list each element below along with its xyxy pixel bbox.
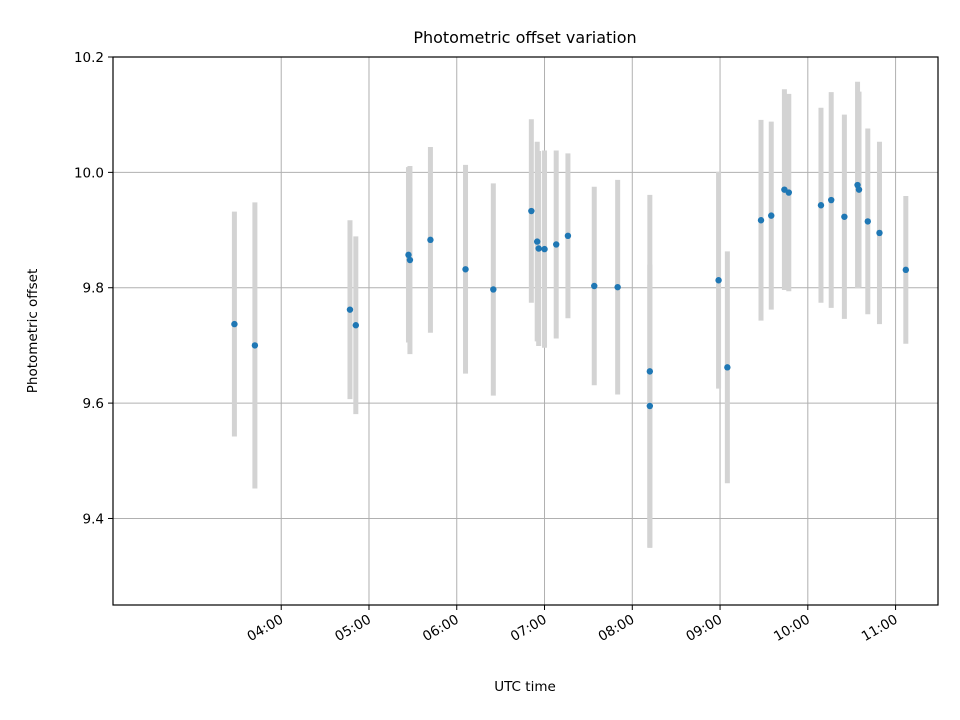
y-tick-label: 10.0 [74,165,104,181]
data-point [817,202,825,209]
chart-title: Photometric offset variation [413,28,636,47]
data-point [841,213,848,220]
x-tick-label: 06:00 [420,612,462,645]
y-tick-label: 9.4 [83,511,104,527]
axis-ticks: 04:00 05:00 06:00 07:00 08:00 09:00 10:00 11:00… [74,50,901,645]
x-tick-label: 08:00 [596,612,638,645]
data-point [785,189,792,196]
data-point [462,266,469,273]
data-point [553,241,560,248]
data-point [646,402,654,410]
x-tick-label: 07:00 [508,612,550,645]
data-point [715,277,722,284]
data-point [724,364,731,371]
data-point [855,186,863,193]
data-point [541,245,548,253]
data-point [352,322,360,329]
data-point [646,368,654,375]
data-point [535,245,542,252]
data-point [768,212,775,219]
data-point [614,283,621,291]
plot-frame [112,56,939,606]
x-tick-label: 09:00 [683,612,725,645]
data-point [864,218,871,225]
data-point [490,286,497,293]
data-point [251,342,259,349]
data-point [528,207,535,215]
x-tick-label: 05:00 [332,612,374,645]
data-point [902,266,910,274]
y-tick-label: 9.6 [83,396,104,412]
x-axis-label: UTC time [494,679,556,695]
data-point [427,236,434,244]
data-point [534,238,541,245]
error-bars [231,81,909,548]
x-tick-label: 11:00 [859,612,901,645]
data-point [346,306,354,313]
x-tick-label: 04:00 [245,612,287,645]
data-point [564,232,572,240]
data-point [231,320,238,328]
data-point [828,196,835,204]
data-points [231,181,910,410]
x-tick-label: 10:00 [771,612,813,645]
data-point [406,256,414,264]
data-point [757,217,765,224]
data-point [591,282,598,290]
data-point [405,251,412,259]
y-tick-label: 10.2 [74,50,104,66]
y-axis-label: Photometric offset [25,269,41,393]
y-tick-label: 9.8 [83,281,104,297]
data-point [876,229,883,237]
